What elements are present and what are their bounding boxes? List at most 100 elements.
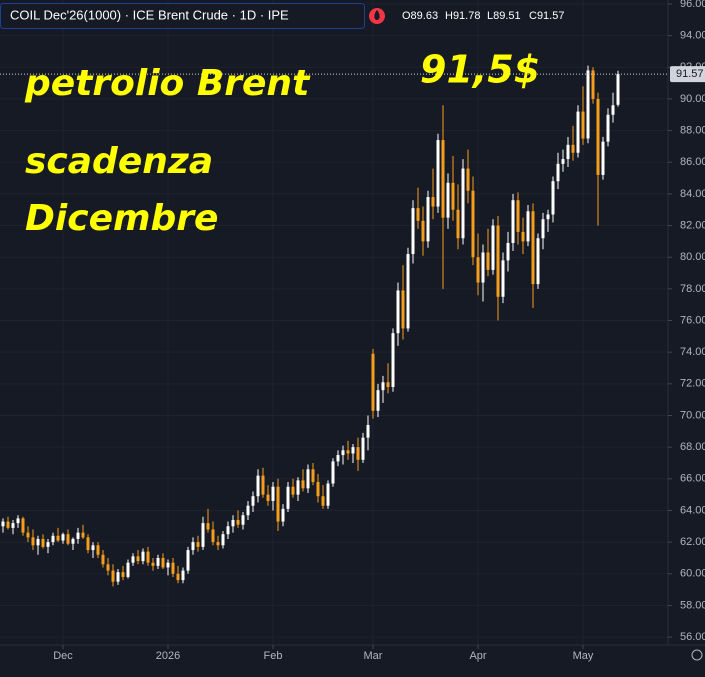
y-tick-label: 56.00 bbox=[680, 631, 705, 643]
candle-body bbox=[326, 483, 330, 506]
y-tick-label: 96.00 bbox=[680, 0, 705, 10]
candle-body bbox=[491, 225, 495, 270]
candle-body bbox=[196, 542, 200, 547]
candle-body bbox=[276, 486, 280, 522]
candle-body bbox=[81, 532, 85, 538]
candle-body bbox=[226, 526, 230, 535]
candle-body bbox=[56, 535, 60, 541]
candle-body bbox=[46, 542, 50, 547]
candle-body bbox=[201, 523, 205, 547]
symbol: COIL Dec'26(1000) · ICE Brent Crude · 1D… bbox=[10, 7, 289, 22]
candle-body bbox=[566, 144, 570, 160]
candle-body bbox=[561, 159, 565, 164]
candle-body bbox=[521, 231, 525, 242]
candle-body bbox=[116, 572, 120, 582]
y-tick-label: 72.00 bbox=[680, 378, 705, 390]
settings-icon[interactable] bbox=[691, 649, 703, 661]
ohlc-high: H91.78 bbox=[445, 10, 480, 22]
annotation: petrolio Brent bbox=[24, 63, 311, 104]
candle-body bbox=[366, 424, 370, 438]
candle-body bbox=[506, 242, 510, 261]
candle-body bbox=[16, 518, 20, 524]
ohlc-low: L89.51 bbox=[487, 10, 521, 22]
candle-body bbox=[346, 450, 350, 454]
candle-body bbox=[321, 496, 325, 506]
candle-body bbox=[526, 211, 530, 242]
candle-body bbox=[516, 200, 520, 232]
y-tick-label: 68.00 bbox=[680, 441, 705, 453]
candle-body bbox=[341, 450, 345, 456]
candle-body bbox=[91, 545, 95, 551]
candle-body bbox=[536, 238, 540, 285]
candle-body bbox=[476, 257, 480, 283]
grid bbox=[0, 0, 668, 645]
ohlc-open: O89.63 bbox=[402, 10, 438, 22]
candle-body bbox=[101, 554, 105, 565]
candle-body bbox=[401, 290, 405, 329]
candle-body bbox=[136, 556, 140, 562]
candle-body bbox=[211, 529, 215, 543]
candle-body bbox=[421, 220, 425, 242]
candle-body bbox=[591, 70, 595, 99]
y-tick-label: 70.00 bbox=[680, 409, 705, 421]
candle-body bbox=[206, 523, 210, 530]
candle-body bbox=[126, 562, 130, 577]
candle-body bbox=[186, 550, 190, 571]
y-tick-label: 64.00 bbox=[680, 504, 705, 516]
candle-body bbox=[216, 542, 220, 546]
candle-body bbox=[6, 521, 10, 528]
candle-body bbox=[361, 437, 365, 460]
last-price-label: 91.57 bbox=[676, 68, 704, 80]
candle-body bbox=[496, 225, 500, 297]
candle-body bbox=[251, 496, 255, 506]
y-tick-label: 80.00 bbox=[680, 251, 705, 263]
candle-body bbox=[376, 390, 380, 411]
candle-body bbox=[551, 181, 555, 215]
ohlc-close: C91.57 bbox=[529, 10, 564, 22]
candle-body bbox=[426, 197, 430, 242]
candle-body bbox=[556, 163, 560, 182]
candle-body bbox=[246, 505, 250, 516]
x-tick-label: Mar bbox=[364, 650, 383, 662]
annotation: Dicembre bbox=[25, 198, 218, 239]
candle-body bbox=[461, 168, 465, 239]
candle-body bbox=[441, 140, 445, 218]
candle-body bbox=[191, 542, 195, 551]
candle-body bbox=[241, 515, 245, 525]
candle-body bbox=[236, 519, 240, 525]
flame-shape bbox=[374, 10, 380, 20]
candle-body bbox=[71, 538, 75, 544]
y-tick-label: 82.00 bbox=[680, 219, 705, 231]
last-price-box bbox=[670, 66, 705, 83]
candle-body bbox=[76, 532, 80, 539]
candle-body bbox=[486, 252, 490, 270]
candle-body bbox=[231, 519, 235, 527]
x-tick-label: Dec bbox=[53, 650, 73, 662]
candle-body bbox=[286, 486, 290, 509]
y-tick-label: 66.00 bbox=[680, 473, 705, 485]
candle-body bbox=[156, 557, 160, 566]
candle-body bbox=[281, 508, 285, 522]
candle-body bbox=[511, 200, 515, 243]
candle-body bbox=[466, 168, 470, 191]
candle-body bbox=[411, 208, 415, 255]
annotation: scadenza bbox=[25, 141, 213, 182]
y-tick-label: 88.00 bbox=[680, 124, 705, 136]
candle-body bbox=[11, 523, 15, 528]
candle-body bbox=[166, 562, 170, 568]
candle-body bbox=[1, 521, 5, 527]
annotation: 91,5$ bbox=[420, 48, 540, 92]
candle-body bbox=[306, 469, 310, 489]
x-tick-label: Apr bbox=[469, 650, 486, 662]
candles bbox=[0, 65, 668, 587]
candle-body bbox=[221, 534, 225, 546]
candle-body bbox=[301, 480, 305, 489]
candle-body bbox=[616, 74, 620, 105]
candle-body bbox=[481, 252, 485, 283]
candle-body bbox=[151, 562, 155, 566]
candle-body bbox=[531, 211, 535, 285]
candle-body bbox=[146, 551, 150, 563]
candle-body bbox=[181, 570, 185, 581]
symbol-box[interactable] bbox=[0, 3, 365, 29]
